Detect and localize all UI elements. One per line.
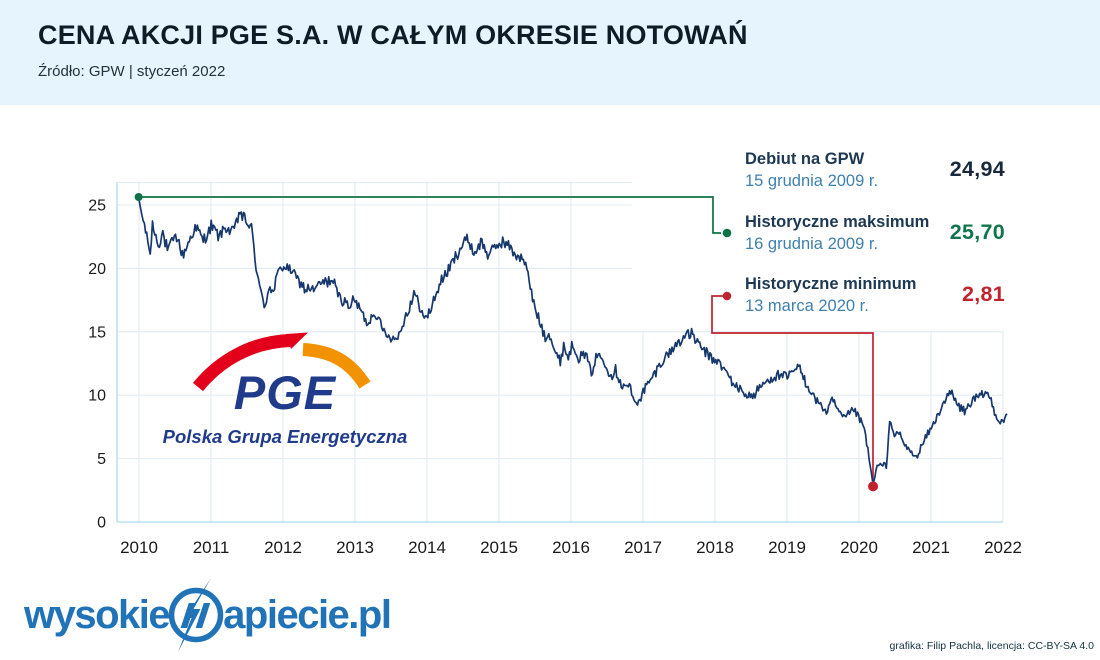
x-tick-label: 2017: [624, 538, 662, 557]
pge-wordmark: PGE: [233, 366, 337, 419]
x-tick-label: 2013: [336, 538, 374, 557]
x-tick-label: 2011: [193, 538, 230, 557]
x-tick-label: 2018: [696, 538, 734, 557]
y-tick-label: 15: [88, 324, 106, 341]
x-tick-label: 2022: [984, 538, 1022, 557]
y-tick-label: 10: [88, 388, 106, 405]
annotation-date: 15 grudnia 2009 r.: [745, 172, 879, 191]
wysokienapiecie-logo: wysokie apiecie.pl: [24, 577, 392, 653]
x-tick-label: 2015: [480, 538, 518, 557]
pge-swoosh-icon: [192, 332, 371, 392]
page-title: CENA AKCJI PGE S.A. W CAŁYM OKRESIE NOTO…: [38, 20, 748, 50]
x-tick-label: 2016: [552, 538, 590, 557]
x-tick-label: 2020: [840, 538, 878, 557]
annotation-label: Historyczne maksimum: [745, 213, 930, 231]
source-note: Źródło: GPW | styczeń 2022: [38, 63, 226, 80]
wn-suffix: apiecie.pl: [223, 592, 392, 637]
y-tick-label: 0: [97, 515, 106, 532]
y-tick-label: 20: [88, 261, 106, 278]
pge-logo: PGE Polska Grupa Energetyczna: [145, 325, 425, 460]
lightning-n-icon: [168, 578, 224, 652]
x-tick-label: 2012: [264, 538, 302, 557]
x-tick-label: 2019: [768, 538, 806, 557]
credit-note: grafika: Filip Pachla, licencja: CC-BY-S…: [889, 640, 1094, 652]
annotation-max: Historyczne maksimum 16 grudnia 2009 r.: [745, 211, 980, 256]
x-tick-label: 2014: [408, 538, 446, 557]
x-tick-label: 2010: [120, 538, 158, 557]
x-tick-label: 2021: [912, 538, 950, 557]
annotation-debut: Debiut na GPW 15 grudnia 2009 r.: [745, 148, 980, 193]
wn-prefix: wysokie: [24, 592, 171, 637]
debut-value: 24,94: [949, 157, 1005, 181]
annotation-date: 16 grudnia 2009 r.: [745, 235, 879, 254]
max-value: 25,70: [949, 220, 1005, 244]
price-line: [137, 196, 1008, 483]
y-tick-label: 5: [97, 451, 106, 468]
annotation-label: Debiut na GPW: [745, 150, 865, 168]
pge-subtitle: Polska Grupa Energetyczna: [162, 426, 408, 447]
min-value: 2,81: [961, 282, 1005, 306]
annotation-label: Historyczne minimum: [745, 275, 917, 293]
y-tick-label: 25: [88, 197, 106, 214]
annotation-min: Historyczne minimum 13 marca 2020 r.: [745, 273, 980, 318]
annotation-date: 13 marca 2020 r.: [745, 297, 869, 316]
header: CENA AKCJI PGE S.A. W CAŁYM OKRESIE NOTO…: [0, 0, 1100, 105]
